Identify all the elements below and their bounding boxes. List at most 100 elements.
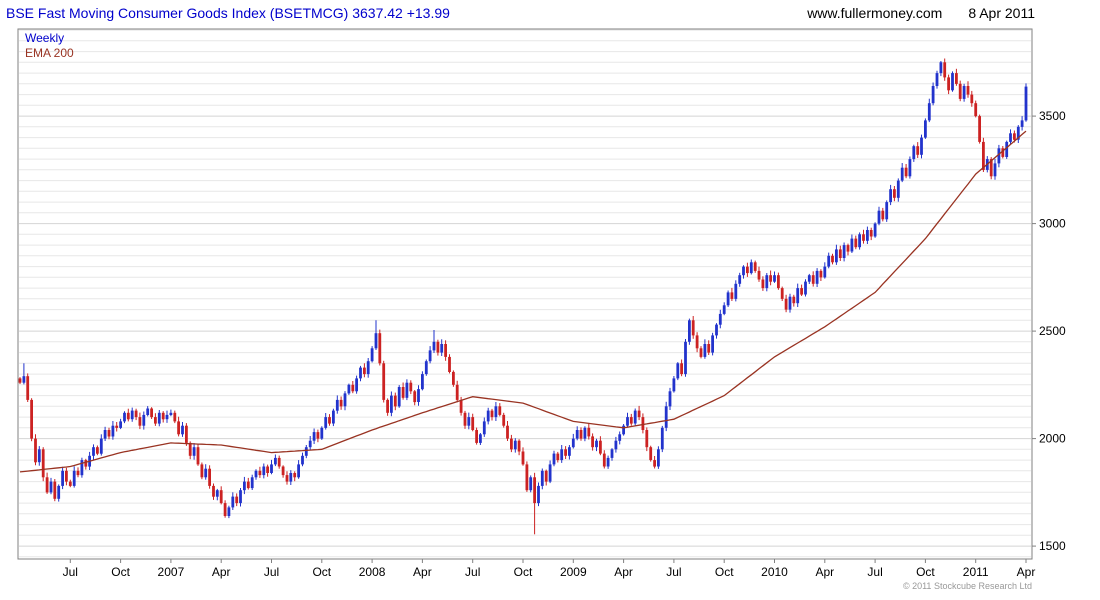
candle-body [215, 490, 219, 497]
candle-body [769, 275, 772, 282]
candle-body [738, 275, 742, 284]
candle-body [452, 371, 455, 385]
candle-body [676, 363, 680, 379]
candle-body [517, 440, 521, 452]
candle-body [401, 387, 405, 398]
candle-body [382, 363, 386, 400]
candle-body [22, 376, 26, 383]
candle-body [927, 103, 931, 121]
candle-body [691, 320, 695, 336]
candle-body [854, 238, 858, 248]
candle-body [552, 453, 556, 465]
candle-body [540, 470, 544, 486]
candle-body [947, 77, 950, 91]
x-tick-label: 2010 [761, 565, 788, 579]
candle-body [804, 281, 807, 295]
candle-body [316, 432, 320, 439]
candle-body [823, 266, 827, 278]
candle-body [84, 460, 88, 467]
candle-body [208, 468, 211, 486]
candle-body [111, 425, 115, 437]
candle-body [777, 275, 780, 289]
candle-body [173, 412, 177, 422]
candle-body [312, 432, 316, 441]
candle-body [285, 475, 289, 482]
candle-body [146, 408, 150, 415]
candle-body [390, 395, 393, 413]
candle-body [270, 464, 273, 473]
candle-body [204, 468, 208, 478]
candle-body [684, 341, 687, 375]
candle-body [277, 457, 281, 467]
candle-body [304, 447, 308, 456]
website-link[interactable]: www.fullermoney.com [807, 5, 943, 21]
candle-body [831, 255, 834, 263]
candle-body [417, 389, 420, 402]
candle-body [490, 410, 494, 418]
candle-body [614, 440, 618, 450]
candle-body [96, 447, 99, 454]
candle-body [591, 436, 594, 448]
candle-body [246, 481, 250, 489]
candle-body [626, 417, 629, 426]
x-tick-label: Oct [715, 565, 734, 579]
x-tick-label: Jul [264, 565, 279, 579]
candle-body [513, 440, 517, 450]
candle-body [157, 412, 161, 424]
candle-body [177, 421, 180, 435]
candle-body [529, 477, 533, 491]
candle-body [72, 470, 76, 486]
candle-body [904, 167, 908, 177]
candle-body [699, 348, 703, 357]
candle-body [486, 410, 490, 422]
candle-body [703, 344, 707, 357]
candle-body [599, 440, 602, 454]
candle-body [931, 86, 935, 104]
candle-body [432, 341, 436, 351]
candle-body [800, 288, 803, 295]
candle-body [386, 399, 389, 413]
candle-body [734, 283, 738, 299]
candle-body [45, 477, 49, 493]
candle-body [130, 410, 134, 420]
candle-body [192, 447, 196, 456]
candle-body [885, 202, 889, 220]
x-tick-label: Apr [212, 565, 231, 579]
candle-body [250, 477, 254, 489]
candle-body [889, 189, 892, 203]
candle-body [424, 361, 428, 375]
candle-body [18, 378, 22, 383]
x-tick-label: Jul [867, 565, 882, 579]
candle-body [912, 146, 916, 160]
candle-body [757, 270, 761, 280]
candle-body [61, 470, 64, 486]
candle-body [99, 438, 103, 454]
candle-body [181, 425, 184, 435]
candle-body [943, 62, 947, 78]
candle-body [548, 464, 552, 482]
candle-body [838, 249, 842, 258]
candle-body [742, 266, 745, 276]
candle-body [765, 275, 769, 289]
candle-body [289, 473, 293, 482]
candle-body [363, 367, 366, 375]
candle-body [846, 245, 850, 252]
candle-body [482, 421, 486, 435]
candle-body [463, 412, 467, 426]
x-tick-label: Oct [111, 565, 130, 579]
candle-body [459, 399, 463, 413]
candle-body [951, 73, 954, 91]
candle-body [41, 449, 45, 478]
candle-body [223, 503, 227, 516]
candle-body [479, 434, 482, 443]
candle-body [595, 440, 598, 448]
chart-legend: Weekly EMA 200 [25, 31, 74, 61]
candle-body [328, 417, 331, 424]
candle-body [413, 391, 417, 403]
candle-body [239, 490, 242, 504]
y-tick-label: 3000 [1039, 217, 1066, 231]
x-tick-label: Jul [465, 565, 480, 579]
candle-body [455, 384, 459, 400]
candle-body [235, 496, 239, 504]
candle-body [730, 292, 734, 299]
